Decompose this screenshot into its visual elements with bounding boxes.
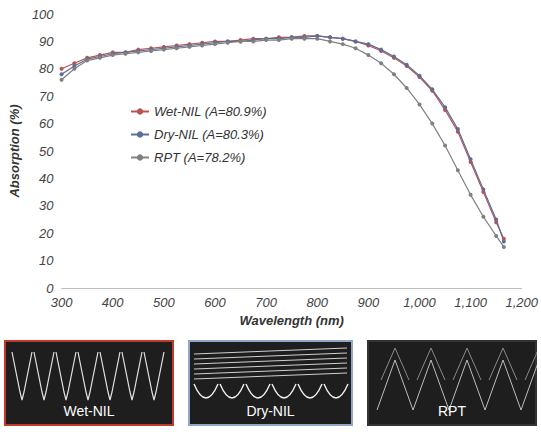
- svg-text:80: 80: [39, 61, 54, 76]
- svg-text:10: 10: [39, 253, 54, 268]
- svg-text:Dry-NIL (A=80.3%): Dry-NIL (A=80.3%): [154, 127, 264, 142]
- svg-text:700: 700: [255, 295, 277, 310]
- svg-text:1,200: 1,200: [505, 295, 538, 310]
- svg-text:400: 400: [102, 295, 124, 310]
- svg-text:Wet-NIL (A=80.9%): Wet-NIL (A=80.9%): [154, 104, 267, 119]
- svg-text:1,100: 1,100: [454, 295, 487, 310]
- svg-text:30: 30: [39, 198, 54, 213]
- svg-text:300: 300: [51, 295, 73, 310]
- svg-text:Wavelength (nm): Wavelength (nm): [239, 313, 344, 328]
- svg-text:40: 40: [39, 171, 54, 186]
- svg-text:70: 70: [39, 89, 54, 104]
- svg-text:800: 800: [306, 295, 328, 310]
- svg-text:600: 600: [204, 295, 226, 310]
- svg-text:Wet-NIL: Wet-NIL: [63, 403, 114, 419]
- svg-text:100: 100: [32, 7, 54, 22]
- svg-text:Dry-NIL: Dry-NIL: [246, 403, 294, 419]
- svg-text:Absorption (%): Absorption (%): [7, 104, 22, 198]
- svg-text:50: 50: [39, 144, 54, 159]
- svg-text:RPT (A=78.2%): RPT (A=78.2%): [154, 150, 245, 165]
- svg-text:RPT: RPT: [438, 403, 466, 419]
- svg-text:0: 0: [46, 281, 54, 296]
- svg-text:20: 20: [38, 226, 54, 241]
- svg-text:900: 900: [358, 295, 380, 310]
- svg-text:1,000: 1,000: [403, 295, 436, 310]
- svg-text:90: 90: [39, 34, 54, 49]
- svg-text:60: 60: [39, 116, 54, 131]
- svg-text:500: 500: [153, 295, 175, 310]
